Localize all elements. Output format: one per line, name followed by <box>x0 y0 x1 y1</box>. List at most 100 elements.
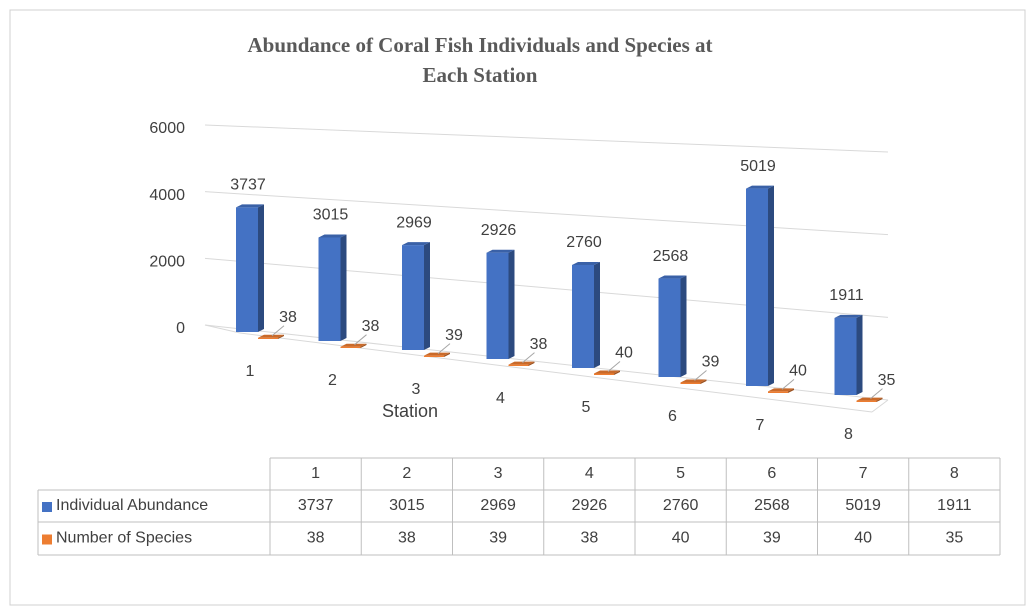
floor-edge <box>204 324 241 334</box>
bar-top <box>402 242 430 246</box>
bar <box>340 346 361 348</box>
table-cell: 2760 <box>663 497 699 514</box>
data-label: 38 <box>362 318 380 335</box>
table-header: 7 <box>859 465 868 482</box>
table-header: 1 <box>311 465 320 482</box>
y-tick-label: 2000 <box>149 254 185 271</box>
table-cell: 38 <box>580 530 598 547</box>
table-cell: 35 <box>945 530 963 547</box>
table-cell: 3737 <box>298 497 334 514</box>
bar <box>834 317 857 395</box>
bar <box>768 391 788 393</box>
title-box: Abundance of Coral Fish Individuals and … <box>247 33 713 87</box>
grid-line <box>204 124 889 153</box>
bar-top <box>594 370 620 374</box>
bar-top <box>258 334 284 338</box>
x-tick-label: 5 <box>582 399 591 416</box>
bar <box>236 207 258 332</box>
bar-side <box>424 242 430 350</box>
leader-line <box>607 361 621 372</box>
leader-line <box>870 388 883 399</box>
x-tick-label: 7 <box>756 417 765 434</box>
y-tick-label: 0 <box>176 320 185 337</box>
x-tick-label: 3 <box>412 381 421 398</box>
bar-side <box>680 275 687 377</box>
bar-side <box>856 314 863 395</box>
x-tick-label: 8 <box>844 426 853 443</box>
chart-title: Abundance of Coral Fish Individuals and … <box>247 33 713 87</box>
bar-top <box>856 397 883 401</box>
data-label: 2760 <box>566 234 602 251</box>
bar-side <box>614 370 620 375</box>
bar-side <box>444 352 450 357</box>
table-header: 5 <box>676 465 685 482</box>
bar-side <box>278 334 284 339</box>
legend-label: Number of Species <box>56 530 192 547</box>
data-label: 40 <box>615 345 633 362</box>
table-header: 6 <box>767 465 776 482</box>
bar-side <box>768 185 774 386</box>
legend-swatch <box>42 534 52 545</box>
bar-side <box>788 388 794 393</box>
bar-side <box>528 361 535 366</box>
x-tick-label: 6 <box>668 408 677 425</box>
table-cell: 2926 <box>572 497 608 514</box>
floor-edge <box>871 399 889 413</box>
bar <box>572 264 594 368</box>
data-label: 2926 <box>481 222 517 239</box>
bar <box>508 364 529 366</box>
table-cell: 2969 <box>480 497 516 514</box>
data-label: 38 <box>530 336 548 353</box>
bar <box>486 252 509 359</box>
x-tick-label: 4 <box>496 390 505 407</box>
bar <box>258 337 278 339</box>
data-label: 39 <box>445 327 463 344</box>
legend-swatch <box>42 502 52 512</box>
data-label: 2969 <box>396 214 432 231</box>
table-cell: 39 <box>763 530 781 547</box>
x-tick-label: 1 <box>246 363 255 380</box>
x-tick-label: 2 <box>328 372 337 389</box>
bar <box>856 400 877 402</box>
data-label: 40 <box>789 363 807 380</box>
bar-top <box>680 379 707 383</box>
leader-line <box>271 325 285 337</box>
data-label: 38 <box>279 309 297 326</box>
data-label: 39 <box>702 354 720 371</box>
bar <box>658 278 681 377</box>
leader-line <box>437 343 451 355</box>
bar <box>680 382 701 384</box>
legend-label: Individual Abundance <box>56 497 208 514</box>
table-cell: 38 <box>398 530 416 547</box>
y-tick-label: 4000 <box>149 187 185 204</box>
table-cell: 3015 <box>389 497 425 514</box>
data-label: 3015 <box>313 207 349 224</box>
leader-line <box>522 352 535 364</box>
bar-side <box>700 379 707 384</box>
table-cell: 40 <box>672 530 690 547</box>
bar-side <box>876 397 883 402</box>
table-header: 8 <box>950 465 959 482</box>
chart-border <box>9 9 1026 606</box>
bar <box>402 245 424 350</box>
x-axis-label: Station <box>382 401 438 421</box>
table-cell: 40 <box>854 530 872 547</box>
bar-top <box>486 249 515 253</box>
y-tick-label: 6000 <box>149 120 185 137</box>
bar-top <box>318 234 347 238</box>
bar-top <box>236 204 264 208</box>
leader-line <box>354 334 367 346</box>
table-cell: 2568 <box>754 497 790 514</box>
table-header: 2 <box>402 465 411 482</box>
bar <box>424 355 444 357</box>
table-cell: 39 <box>489 530 507 547</box>
bar-top <box>508 361 535 365</box>
bar-side <box>360 343 367 348</box>
table-cell: 38 <box>307 530 325 547</box>
bar-side <box>258 204 264 332</box>
bar-side <box>594 261 600 368</box>
table-cell: 5019 <box>845 497 881 514</box>
data-label: 2568 <box>653 248 689 265</box>
data-label: 1911 <box>829 287 864 304</box>
